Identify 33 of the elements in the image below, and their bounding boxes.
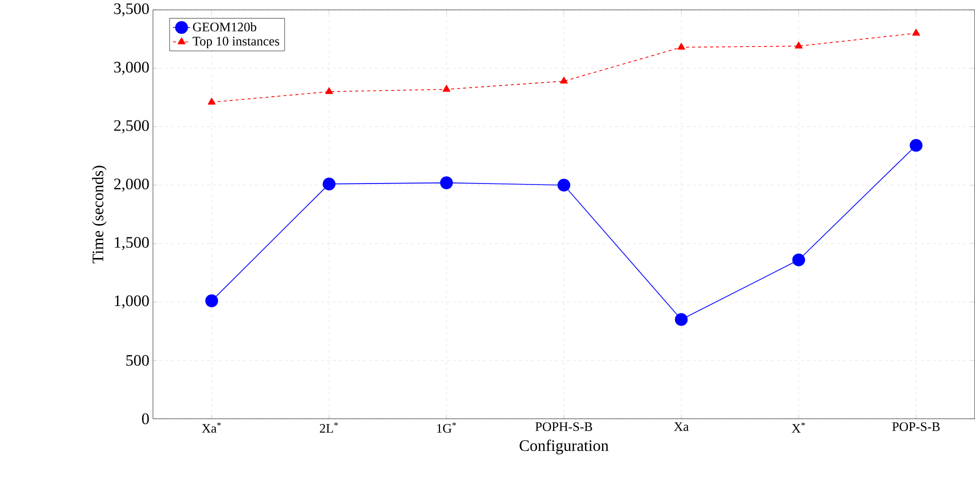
point	[440, 176, 453, 190]
y-tick-label: 2,500	[114, 120, 149, 134]
y-tick-label: 2,000	[114, 178, 149, 192]
point	[910, 139, 922, 152]
y-tick-label: 500	[126, 355, 149, 366]
point	[560, 76, 568, 84]
legend-label: Top 10 instances	[192, 36, 280, 48]
y-tick-label: 0	[142, 414, 149, 424]
point	[794, 42, 803, 49]
point	[205, 294, 218, 308]
y-tick-label: 3,000	[114, 62, 149, 75]
x-tick-label: POP-S-B	[892, 422, 940, 432]
legend-label: GEOM120b	[193, 22, 256, 32]
y-tick-label: 1,000	[114, 296, 149, 309]
point	[674, 313, 688, 326]
y-tick-label: 3,500	[114, 3, 149, 17]
y-tick-label: 1,500	[114, 237, 149, 250]
point	[322, 178, 336, 190]
x-tick-label: Xa	[674, 422, 689, 432]
x-tick-label: POPH-S-B	[535, 422, 592, 432]
x-axis-title: Configuration	[520, 440, 609, 454]
x-tick-label: 2L$^{*}$	[320, 422, 338, 433]
x-tick-label: Xa$^{*}$	[202, 422, 221, 433]
point	[325, 87, 333, 94]
point	[208, 98, 216, 105]
point	[442, 85, 450, 92]
point	[677, 42, 686, 50]
x-tick-label: 1G$^{*}$	[437, 422, 456, 433]
point	[557, 178, 570, 192]
point	[792, 254, 806, 266]
y-axis-title: Time (seconds)	[92, 166, 107, 264]
x-tick-label: X$^{*}$	[792, 422, 805, 433]
point	[912, 28, 920, 36]
